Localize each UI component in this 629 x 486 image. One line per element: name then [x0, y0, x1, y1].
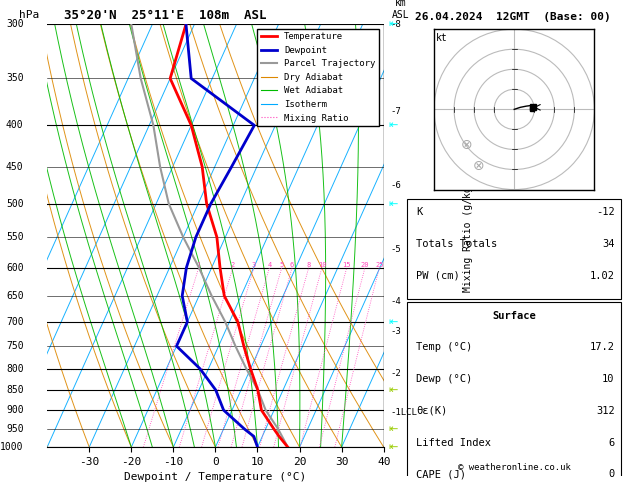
Text: 15: 15 — [342, 262, 351, 268]
Text: 8: 8 — [306, 262, 311, 268]
Text: -12: -12 — [596, 207, 615, 217]
Text: 6: 6 — [290, 262, 294, 268]
Text: 600: 600 — [6, 263, 24, 273]
Text: 900: 900 — [6, 405, 24, 415]
Text: 450: 450 — [6, 162, 24, 172]
Text: ⇤: ⇤ — [389, 424, 398, 434]
Text: 550: 550 — [6, 232, 24, 242]
Text: 2: 2 — [231, 262, 235, 268]
Text: Surface: Surface — [493, 311, 536, 321]
Text: ⇤: ⇤ — [389, 19, 398, 29]
Text: Dewp (°C): Dewp (°C) — [416, 374, 472, 384]
Text: θε(K): θε(K) — [416, 406, 447, 416]
Text: 350: 350 — [6, 73, 24, 84]
Text: ⇤: ⇤ — [389, 199, 398, 208]
Text: Mixing Ratio (g/kg): Mixing Ratio (g/kg) — [463, 180, 473, 292]
Text: Lifted Index: Lifted Index — [416, 437, 491, 448]
Text: K: K — [416, 207, 422, 217]
Text: -1LCL: -1LCL — [391, 408, 417, 417]
Text: -2: -2 — [391, 368, 401, 378]
Text: hPa: hPa — [19, 10, 39, 20]
Text: 500: 500 — [6, 199, 24, 208]
Text: 312: 312 — [596, 406, 615, 416]
Text: 20: 20 — [360, 262, 369, 268]
Text: -7: -7 — [391, 107, 401, 117]
Text: Totals Totals: Totals Totals — [416, 239, 497, 249]
Text: -4: -4 — [391, 296, 401, 306]
Text: -5: -5 — [391, 245, 401, 254]
Text: ⊗: ⊗ — [460, 139, 472, 153]
Text: 800: 800 — [6, 364, 24, 374]
Text: 5: 5 — [280, 262, 284, 268]
Text: ⊗: ⊗ — [472, 158, 484, 173]
Text: CAPE (J): CAPE (J) — [416, 469, 466, 479]
Text: 3: 3 — [252, 262, 256, 268]
Text: 6: 6 — [608, 437, 615, 448]
Text: 1.02: 1.02 — [590, 271, 615, 280]
Text: ⇤: ⇤ — [389, 317, 398, 327]
Text: 35°20'N  25°11'E  108m  ASL: 35°20'N 25°11'E 108m ASL — [64, 9, 267, 22]
Text: 1: 1 — [197, 262, 201, 268]
Text: 700: 700 — [6, 317, 24, 327]
Text: -8: -8 — [391, 20, 401, 29]
Text: 850: 850 — [6, 385, 24, 395]
Text: 950: 950 — [6, 424, 24, 434]
Bar — [407, 199, 621, 298]
Text: 1000: 1000 — [0, 442, 24, 452]
Text: 17.2: 17.2 — [590, 343, 615, 352]
Text: kt: kt — [436, 33, 448, 43]
Text: ⇤: ⇤ — [389, 385, 398, 395]
Text: Temp (°C): Temp (°C) — [416, 343, 472, 352]
Text: 34: 34 — [602, 239, 615, 249]
X-axis label: Dewpoint / Temperature (°C): Dewpoint / Temperature (°C) — [125, 472, 306, 483]
Text: 750: 750 — [6, 341, 24, 351]
Text: ⇤: ⇤ — [389, 121, 398, 130]
Text: ⇤: ⇤ — [389, 442, 398, 452]
Text: 400: 400 — [6, 121, 24, 130]
Text: PW (cm): PW (cm) — [416, 271, 460, 280]
Text: km
ASL: km ASL — [392, 0, 409, 20]
Bar — [407, 302, 621, 486]
Text: -3: -3 — [391, 327, 401, 336]
Text: 10: 10 — [318, 262, 326, 268]
Text: 10: 10 — [602, 374, 615, 384]
Text: 0: 0 — [608, 469, 615, 479]
Text: 650: 650 — [6, 291, 24, 301]
Text: -6: -6 — [391, 181, 401, 190]
Legend: Temperature, Dewpoint, Parcel Trajectory, Dry Adiabat, Wet Adiabat, Isotherm, Mi: Temperature, Dewpoint, Parcel Trajectory… — [257, 29, 379, 126]
Text: 26.04.2024  12GMT  (Base: 00): 26.04.2024 12GMT (Base: 00) — [415, 12, 611, 22]
Text: 4: 4 — [267, 262, 272, 268]
Text: © weatheronline.co.uk: © weatheronline.co.uk — [458, 463, 571, 471]
Text: 25: 25 — [375, 262, 384, 268]
Text: 300: 300 — [6, 19, 24, 29]
